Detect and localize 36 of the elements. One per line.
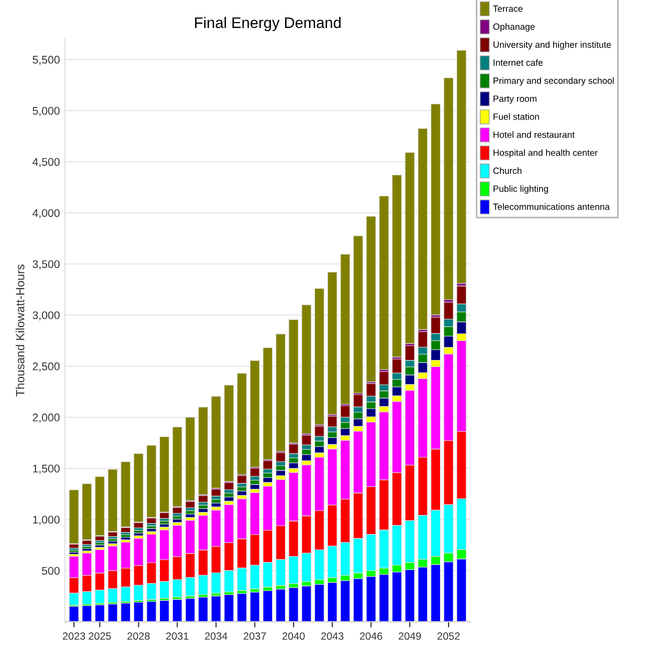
- x-tick-label: 2034: [204, 632, 228, 640]
- y-tick-label: 5,000: [32, 106, 60, 116]
- x-tick-label: 2037: [244, 632, 266, 640]
- legend-label: Ophanage: [493, 23, 535, 32]
- legend-label: Telecommunications antenna: [493, 203, 610, 210]
- y-tick-label: 2,000: [32, 414, 60, 423]
- x-tick-label: 2031: [166, 632, 188, 640]
- y-tick-label: 1,000: [33, 516, 60, 525]
- y-tick-label: 1,500: [33, 464, 60, 474]
- legend-label: Hotel and restaurant: [494, 131, 575, 138]
- x-tick-label: 2040: [282, 632, 305, 640]
- y-tick-label: 500: [42, 566, 60, 575]
- legend-label: Terrace: [493, 6, 523, 12]
- x-tick-label: 2049: [398, 632, 421, 640]
- chart-title: Final Energy Demand: [195, 16, 341, 32]
- legend-label: University and higher institute: [494, 41, 611, 50]
- legend-label: Party room: [494, 96, 536, 104]
- x-tick-label: 2028: [127, 632, 150, 640]
- y-tick-label: 4,000: [32, 209, 60, 218]
- legend-label: Hospital and health center: [494, 149, 598, 158]
- y-axis-title: Thousand Kilowatt-Hours: [16, 264, 24, 396]
- x-tick-label: 2046: [360, 632, 382, 640]
- legend-label: Primary and secondary school: [494, 77, 614, 86]
- legend-label: Fuel station: [494, 113, 539, 120]
- legend-label: Internet cafe: [494, 59, 543, 66]
- legend-label: Public lighting: [494, 185, 548, 194]
- y-tick-label: 2,500: [32, 362, 60, 372]
- x-tick-label: 2052: [438, 632, 460, 640]
- x-tick-label: 2023: [62, 632, 86, 640]
- y-tick-label: 3,000: [32, 311, 60, 320]
- x-tick-label: 2043: [321, 632, 344, 640]
- legend-label: Church: [493, 167, 522, 174]
- y-tick-label: 4,500: [32, 158, 60, 168]
- y-tick-label: 5,500: [32, 56, 60, 65]
- y-tick-label: 3,500: [32, 260, 60, 270]
- x-tick-label: 2025: [88, 632, 111, 640]
